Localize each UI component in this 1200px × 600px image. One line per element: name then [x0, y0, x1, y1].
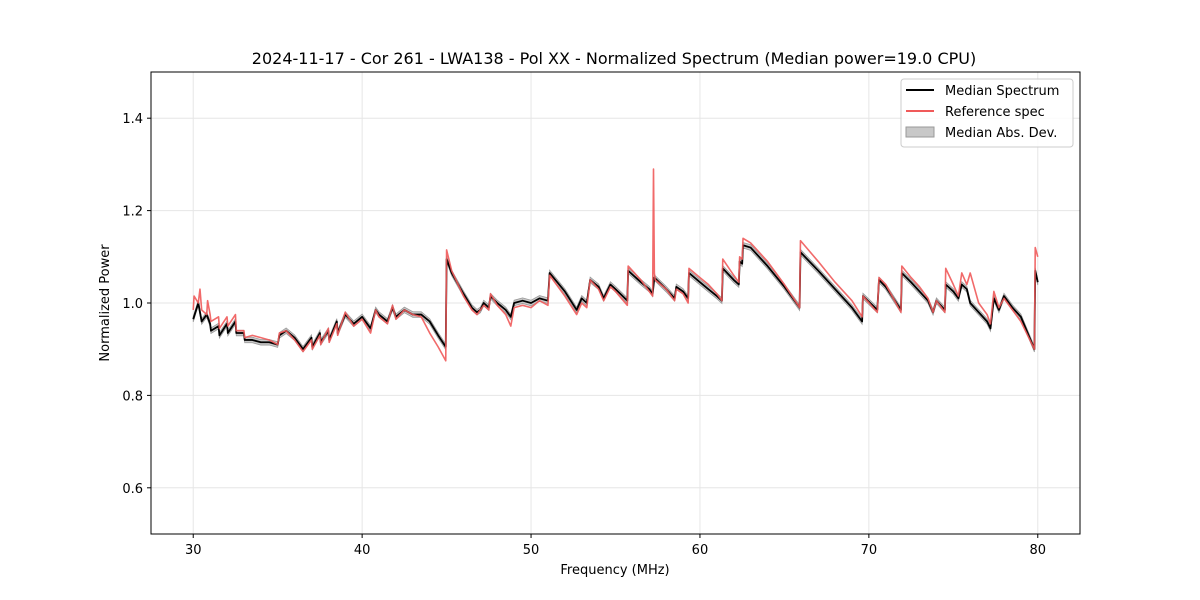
- y-axis-ticks: 0.6 0.8 1.0 1.2 1.4: [122, 112, 151, 497]
- y-tick-label: 1.2: [122, 205, 143, 220]
- series-layer: [192, 168, 1039, 362]
- y-axis-label: Normalized Power: [98, 244, 113, 362]
- x-tick-label: 70: [861, 543, 878, 558]
- legend: Median Spectrum Reference spec Median Ab…: [900, 78, 1074, 148]
- legend-box: [900, 78, 1074, 148]
- legend-label-mad: Median Abs. Dev.: [945, 126, 1057, 141]
- x-tick-label: 60: [692, 543, 709, 558]
- y-tick-label: 1.4: [122, 112, 143, 127]
- chart-title: 2024-11-17 - Cor 261 - LWA138 - Pol XX -…: [252, 49, 976, 68]
- y-tick-label: 1.0: [122, 297, 143, 312]
- x-tick-label: 80: [1029, 543, 1046, 558]
- legend-label-reference: Reference spec: [945, 105, 1045, 120]
- x-axis-label: Frequency (MHz): [560, 563, 669, 578]
- x-tick-label: 40: [354, 543, 371, 558]
- y-tick-label: 0.6: [122, 482, 143, 497]
- legend-swatch-mad: [905, 126, 935, 138]
- x-tick-label: 30: [185, 543, 202, 558]
- x-tick-label: 50: [523, 543, 540, 558]
- median-spectrum-line: [192, 244, 1039, 351]
- y-tick-label: 0.8: [122, 389, 143, 404]
- reference-spectrum-line: [192, 168, 1039, 362]
- legend-label-median: Median Spectrum: [945, 84, 1059, 99]
- x-axis-ticks: 30 40 50 60 70 80: [185, 534, 1046, 558]
